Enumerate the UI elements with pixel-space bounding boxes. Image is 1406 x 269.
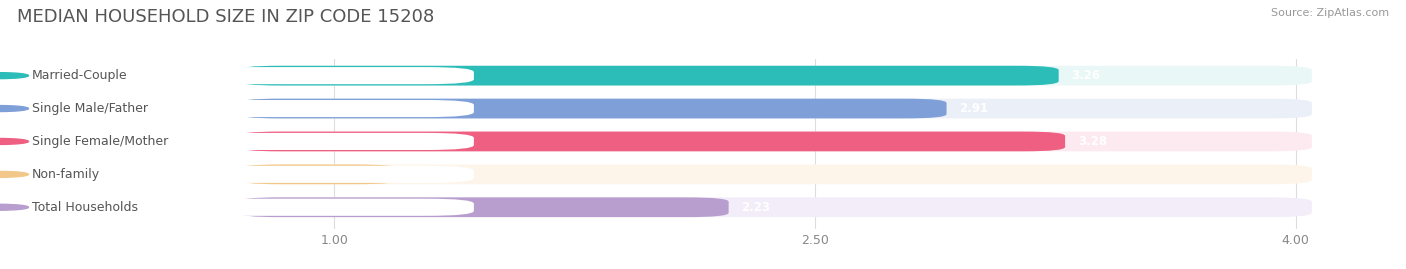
FancyBboxPatch shape (0, 133, 474, 150)
Circle shape (0, 204, 28, 210)
Text: Total Households: Total Households (32, 201, 138, 214)
FancyBboxPatch shape (239, 197, 728, 217)
FancyBboxPatch shape (0, 199, 474, 216)
Text: 3.28: 3.28 (1078, 135, 1107, 148)
FancyBboxPatch shape (239, 132, 1312, 151)
FancyBboxPatch shape (239, 66, 1312, 86)
Text: Married-Couple: Married-Couple (32, 69, 128, 82)
Text: Single Female/Mother: Single Female/Mother (32, 135, 167, 148)
Circle shape (0, 73, 28, 79)
Text: 2.91: 2.91 (959, 102, 988, 115)
FancyBboxPatch shape (239, 99, 946, 118)
FancyBboxPatch shape (239, 99, 1312, 118)
Text: 1.20: 1.20 (412, 168, 440, 181)
Text: Single Male/Father: Single Male/Father (32, 102, 148, 115)
Text: Source: ZipAtlas.com: Source: ZipAtlas.com (1271, 8, 1389, 18)
FancyBboxPatch shape (0, 67, 474, 84)
FancyBboxPatch shape (239, 132, 1066, 151)
Circle shape (0, 171, 28, 177)
FancyBboxPatch shape (0, 166, 474, 183)
FancyBboxPatch shape (239, 164, 398, 184)
FancyBboxPatch shape (239, 66, 1059, 86)
FancyBboxPatch shape (0, 100, 474, 117)
Text: 2.23: 2.23 (741, 201, 770, 214)
Text: 3.26: 3.26 (1071, 69, 1101, 82)
Text: MEDIAN HOUSEHOLD SIZE IN ZIP CODE 15208: MEDIAN HOUSEHOLD SIZE IN ZIP CODE 15208 (17, 8, 434, 26)
FancyBboxPatch shape (239, 197, 1312, 217)
FancyBboxPatch shape (239, 164, 1312, 184)
Circle shape (0, 139, 28, 144)
Circle shape (0, 105, 28, 112)
Text: Non-family: Non-family (32, 168, 100, 181)
